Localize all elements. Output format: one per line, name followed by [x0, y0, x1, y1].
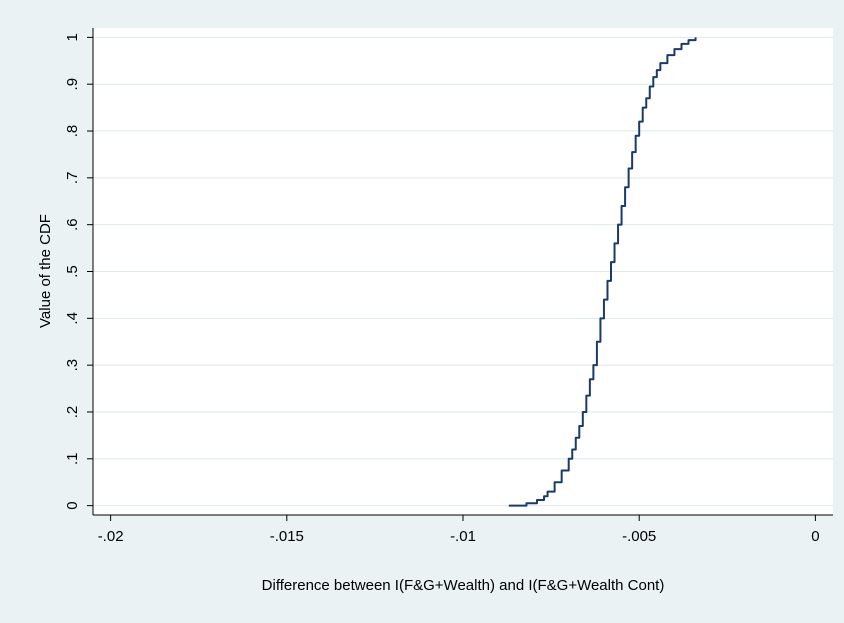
y-tick-label-6: .6 [64, 218, 81, 231]
y-tick-label-1: .1 [64, 453, 81, 466]
x-tick-label-3: -.005 [622, 528, 656, 545]
x-tick-label-2: -.01 [450, 528, 476, 545]
x-tick-label-4: 0 [811, 528, 819, 545]
y-tick-label-3: .3 [64, 359, 81, 372]
x-tick-label-1: -.015 [270, 528, 304, 545]
y-axis-label: Value of the CDF [37, 214, 54, 328]
y-tick-label-8: .8 [64, 125, 81, 138]
y-tick-label-2: .2 [64, 406, 81, 419]
y-tick-label-9: .9 [64, 78, 81, 91]
y-tick-label-7: .7 [64, 172, 81, 185]
y-tick-label-5: .5 [64, 265, 81, 278]
y-tick-label-0: 0 [64, 501, 81, 509]
x-tick-label-0: -.02 [98, 528, 124, 545]
y-tick-label-4: .4 [64, 312, 81, 325]
y-tick-label-10: 1 [64, 33, 81, 41]
x-axis-label: Difference between I(F&G+Wealth) and I(F… [262, 577, 665, 594]
